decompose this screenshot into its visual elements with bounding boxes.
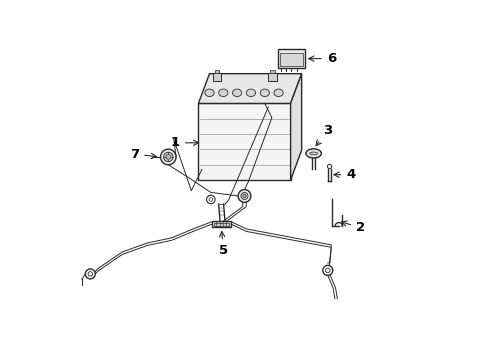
Circle shape (165, 155, 170, 159)
Text: 6: 6 (308, 52, 335, 65)
Text: 7: 7 (130, 148, 156, 161)
Circle shape (238, 190, 250, 202)
Bar (270, 70, 274, 73)
Text: 4: 4 (333, 168, 355, 181)
Bar (198, 103, 290, 180)
Ellipse shape (232, 89, 241, 96)
Circle shape (241, 193, 247, 199)
Bar (212, 73, 221, 81)
Bar (268, 73, 276, 81)
Bar (280, 53, 302, 66)
Bar (278, 49, 304, 68)
Text: 5: 5 (218, 231, 227, 257)
Polygon shape (198, 74, 301, 103)
Ellipse shape (309, 152, 317, 155)
Ellipse shape (260, 89, 269, 96)
Ellipse shape (204, 89, 214, 96)
Ellipse shape (273, 89, 283, 96)
Ellipse shape (218, 89, 227, 96)
Circle shape (243, 194, 245, 198)
Circle shape (160, 149, 176, 165)
Bar (214, 222, 228, 226)
Ellipse shape (246, 89, 255, 96)
Text: 2: 2 (341, 221, 365, 234)
Ellipse shape (305, 149, 321, 158)
Text: 3: 3 (315, 124, 332, 146)
Circle shape (163, 152, 173, 162)
Polygon shape (290, 74, 301, 180)
Bar (211, 221, 231, 228)
Text: 1: 1 (170, 136, 198, 149)
Bar (214, 70, 219, 73)
